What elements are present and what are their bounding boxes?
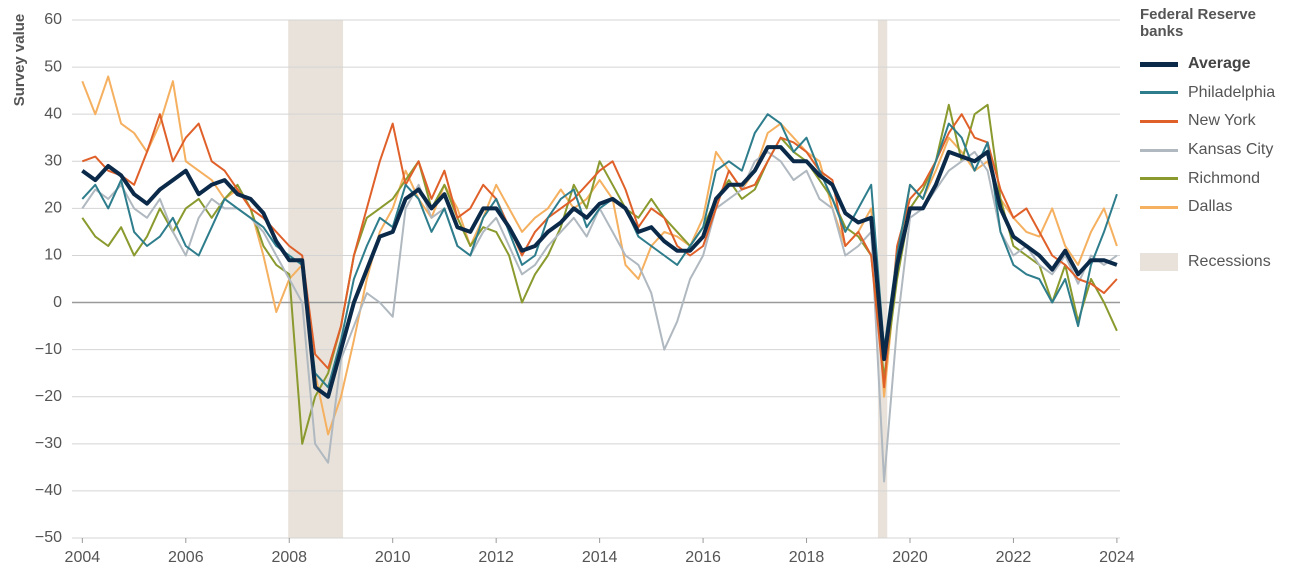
legend-label: Dallas (1188, 198, 1233, 216)
legend-item: Average (1140, 50, 1295, 79)
x-tick-label: 2004 (65, 549, 101, 566)
y-tick-label: 30 (44, 152, 62, 169)
legend-swatch (1140, 177, 1178, 181)
x-tick-label: 2024 (1099, 549, 1135, 566)
legend-item: New York (1140, 107, 1295, 136)
x-tick-label: 2006 (168, 549, 204, 566)
legend-label: New York (1188, 112, 1256, 130)
legend-swatch (1140, 91, 1178, 95)
legend-item: Dallas (1140, 193, 1295, 222)
y-tick-label: −30 (35, 435, 62, 452)
x-tick-label: 2014 (582, 549, 618, 566)
legend-label: Average (1188, 55, 1251, 73)
legend-label: Kansas City (1188, 141, 1274, 159)
y-tick-label: 50 (44, 58, 62, 75)
x-tick-label: 2010 (375, 549, 411, 566)
y-axis-label: Survey value (11, 14, 28, 107)
legend-label: Richmond (1188, 169, 1261, 187)
legend-swatch (1140, 148, 1178, 152)
y-tick-label: −20 (35, 388, 62, 405)
legend-label: Philadelphia (1188, 83, 1276, 101)
legend-title: Federal Reserve banks (1140, 6, 1256, 40)
x-tick-label: 2012 (478, 549, 514, 566)
legend: Federal Reserve banks Average Philadelphi… (1140, 6, 1295, 276)
x-tick-label: 2016 (685, 549, 721, 566)
y-tick-label: 20 (44, 200, 62, 217)
x-tick-label: 2018 (789, 549, 825, 566)
legend-item: Richmond (1140, 164, 1295, 193)
legend-swatch (1140, 61, 1178, 67)
legend-swatch (1140, 119, 1178, 123)
recession-band (288, 20, 344, 538)
legend-item: Kansas City (1140, 136, 1295, 165)
x-tick-label: 2022 (996, 549, 1032, 566)
y-tick-label: −10 (35, 341, 62, 358)
y-tick-label: 60 (44, 11, 62, 28)
series-line (81, 150, 1118, 483)
series-line (81, 145, 1118, 399)
y-tick-label: −40 (35, 482, 62, 499)
legend-item: Philadelphia (1140, 79, 1295, 108)
recession-band (877, 20, 888, 538)
legend-swatch (1140, 252, 1178, 271)
x-tick-label: 2008 (271, 549, 307, 566)
y-tick-label: 0 (53, 294, 62, 311)
x-tick-label: 2020 (892, 549, 928, 566)
legend-swatch (1140, 205, 1178, 209)
series-line (81, 113, 1118, 389)
y-tick-label: 10 (44, 247, 62, 264)
y-tick-label: −50 (35, 529, 62, 546)
legend-label: Recessions (1188, 252, 1271, 270)
y-tick-label: 40 (44, 105, 62, 122)
legend-item: Recessions (1140, 248, 1295, 277)
series-line (81, 113, 1118, 389)
series-line (81, 75, 1118, 436)
